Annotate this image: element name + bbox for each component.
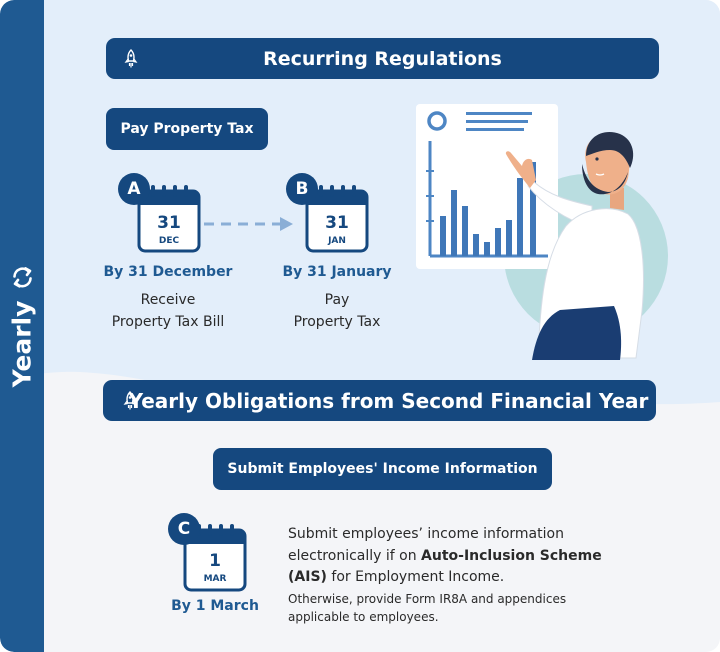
yearly-obligations-banner: Yearly Obligations from Second Financial…	[103, 380, 656, 421]
step-badge-a: A	[118, 173, 150, 205]
sidebar-label-text: Yearly	[7, 300, 37, 388]
calendar-month: JAN	[328, 236, 346, 246]
banner-title: Yearly Obligations from Second Financial…	[128, 388, 649, 413]
step-badge-b: B	[286, 173, 318, 205]
calendar-day: 31	[325, 213, 349, 233]
calendar-month: MAR	[203, 574, 227, 584]
calendar-icon	[183, 524, 247, 592]
step-description-line2: Property Tax	[293, 314, 381, 330]
step-description-line1: Receive	[140, 292, 196, 308]
refresh-icon	[12, 267, 32, 288]
calendar-month: DEC	[158, 236, 180, 246]
calendar-day: 1	[209, 551, 221, 571]
pill-label: Submit Employees' Income Information	[227, 461, 538, 477]
step-badge-c: C	[168, 513, 200, 545]
info-note-line: applicable to employees.	[288, 609, 439, 624]
rocket-icon	[123, 390, 137, 409]
calendar-icon	[305, 185, 369, 253]
rocket-icon	[124, 48, 138, 67]
pay-property-tax-pill: Pay Property Tax	[106, 108, 268, 150]
step-description-line2: Property Tax Bill	[111, 314, 225, 330]
info-line: electronically if on Auto-Inclusion Sche…	[288, 547, 602, 564]
ais-emphasis: Auto-Inclusion Scheme	[421, 547, 602, 564]
dashed-arrow	[204, 217, 293, 231]
presenter-illustration	[416, 104, 668, 360]
info-note-line: Otherwise, provide Form IR8A and appendi…	[288, 591, 567, 606]
calendar-day: 31	[157, 213, 181, 233]
date-label: By 31 January	[282, 264, 392, 280]
banner-title: Recurring Regulations	[263, 47, 502, 70]
sidebar-label: Yearly	[7, 265, 37, 388]
calendar-icon	[137, 185, 201, 253]
pill-label: Pay Property Tax	[120, 121, 254, 137]
sidebar: Yearly	[0, 0, 44, 652]
info-line: (AIS) for Employment Income.	[288, 569, 505, 585]
income-info-text: Submit employees’ income information ele…	[288, 524, 708, 626]
date-label: By 31 December	[103, 264, 233, 280]
info-line: Submit employees’ income information	[288, 526, 564, 542]
submit-income-pill: Submit Employees' Income Information	[213, 448, 552, 490]
ais-abbrev: (AIS)	[288, 569, 327, 585]
recurring-regulations-banner: Recurring Regulations	[106, 38, 659, 79]
step-description-line1: Pay	[324, 292, 350, 308]
date-label: By 1 March	[171, 598, 259, 614]
